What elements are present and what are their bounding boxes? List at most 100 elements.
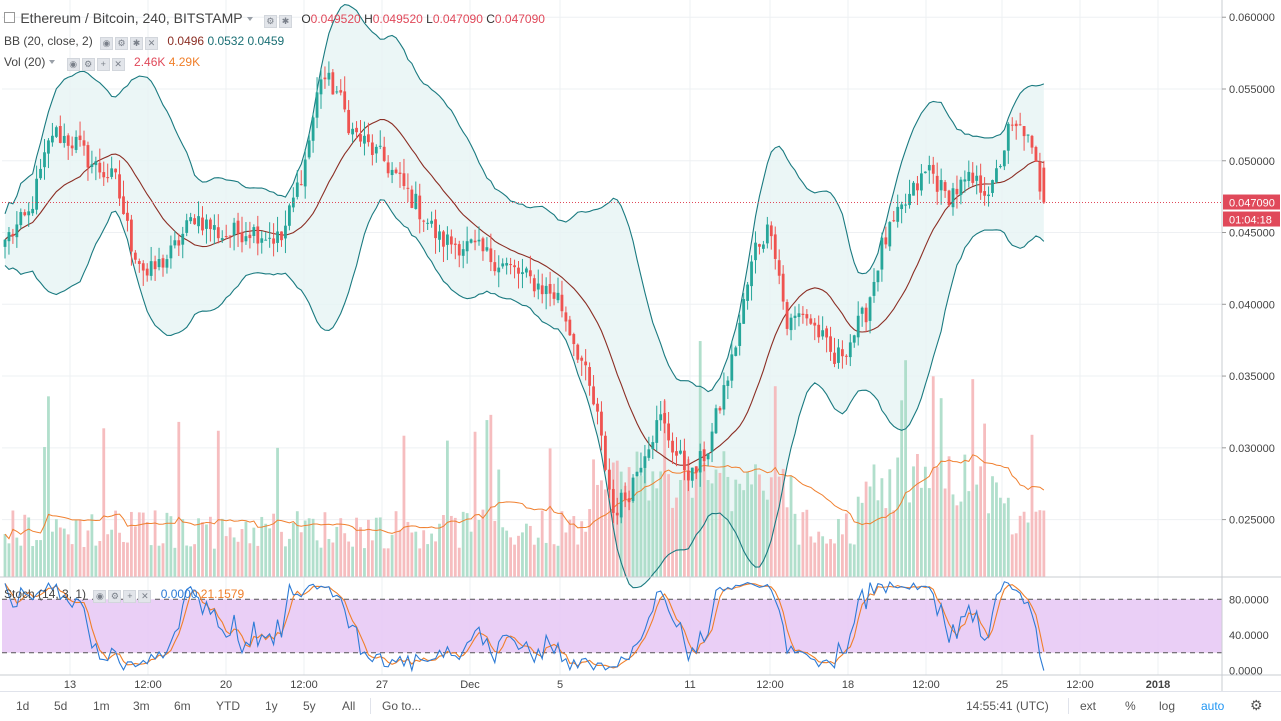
log-toggle[interactable]: log	[1159, 699, 1176, 713]
volume-bar	[568, 519, 572, 577]
volume-bar	[347, 541, 351, 577]
volume-bar	[446, 440, 449, 577]
candle-body	[785, 302, 789, 329]
eye-icon[interactable]: ◉	[100, 36, 114, 50]
range-5d[interactable]: 5d	[54, 699, 68, 713]
candle-body	[86, 145, 90, 168]
volume-bar	[244, 521, 248, 577]
gear-icon[interactable]: ⚙	[1250, 697, 1263, 713]
volume-bar	[532, 544, 536, 577]
close-icon[interactable]: ✕	[111, 57, 125, 71]
settings-icon[interactable]: ⚙	[81, 57, 95, 71]
collapse-icon[interactable]	[4, 12, 15, 23]
close-icon[interactable]: ✕	[145, 36, 159, 50]
candle-body	[205, 219, 208, 229]
axes: 0.060000 0.055000 0.050000 0.045000 0.040000…	[0, 0, 1281, 691]
candle-body	[378, 145, 382, 147]
candle-body	[442, 231, 445, 247]
volume-bar	[876, 500, 880, 577]
volume-bar	[773, 386, 777, 577]
volume-bar	[70, 544, 74, 577]
range-6m[interactable]: 6m	[174, 699, 191, 713]
candle-body	[714, 408, 718, 434]
price-tick-label: 0.060000	[1229, 12, 1275, 24]
volume-bar	[920, 487, 923, 577]
volume-bar	[647, 500, 651, 577]
candle-body	[726, 380, 730, 386]
volume-bar	[765, 499, 769, 577]
candle-body	[797, 313, 801, 317]
close-icon[interactable]: ✕	[138, 589, 152, 603]
eye-icon[interactable]: ◉	[66, 57, 80, 71]
candle-body	[489, 248, 493, 263]
candle-body	[31, 208, 35, 214]
volume-bar	[694, 468, 698, 577]
eye-icon[interactable]: ◉	[93, 589, 107, 603]
candle-body	[453, 243, 457, 245]
last-price-label: 0.047090	[1229, 198, 1275, 210]
candle-body	[457, 244, 461, 256]
candle-body	[991, 180, 994, 193]
range-3m[interactable]: 3m	[133, 699, 150, 713]
volume-bar	[3, 534, 7, 577]
range-ytd[interactable]: YTD	[216, 699, 240, 713]
candle-body	[280, 231, 283, 241]
range-1y[interactable]: 1y	[265, 699, 278, 713]
candle-body	[461, 249, 465, 256]
symbol-caret-icon[interactable]	[246, 16, 253, 21]
volume-bar	[963, 454, 967, 577]
range-1d[interactable]: 1d	[16, 699, 30, 713]
volume-bar	[951, 494, 955, 577]
price-chart[interactable]: 0.060000 0.055000 0.050000 0.045000 0.040000…	[0, 0, 1281, 691]
volume-bar	[434, 541, 437, 577]
volume-bar	[465, 513, 469, 577]
gear-icon[interactable]: ✱	[278, 14, 292, 28]
range-all[interactable]: All	[342, 699, 356, 713]
settings-icon[interactable]: ⚙	[263, 14, 277, 28]
candle-body	[769, 225, 773, 237]
volume-bar	[311, 518, 315, 577]
volume-bar	[370, 540, 374, 577]
settings-icon[interactable]: ⚙	[115, 36, 129, 50]
candle-body	[197, 216, 200, 227]
candle-body	[967, 171, 971, 181]
volume-bar	[528, 525, 532, 577]
volume-bar	[272, 513, 275, 577]
volume-bar	[943, 488, 947, 577]
volume-bar	[477, 519, 481, 577]
candle-body	[315, 92, 319, 118]
range-1m[interactable]: 1m	[93, 699, 110, 713]
candle-body	[288, 205, 291, 226]
volume-bar	[777, 476, 781, 577]
candle-body	[860, 307, 864, 314]
gear-icon[interactable]: ✱	[130, 36, 144, 50]
volume-bar	[995, 482, 998, 577]
settings-icon[interactable]: ⚙	[108, 589, 122, 603]
volume-bar	[7, 543, 11, 577]
percent-toggle[interactable]: %	[1125, 699, 1136, 713]
range-5y[interactable]: 5y	[303, 699, 316, 713]
volume-bar	[548, 448, 552, 577]
plus-icon[interactable]: +	[123, 589, 137, 603]
volume-bar	[374, 517, 378, 577]
ext-toggle[interactable]: ext	[1080, 699, 1097, 713]
plus-icon[interactable]: +	[96, 57, 110, 71]
candle-body	[343, 91, 347, 110]
countdown-badge	[1223, 211, 1280, 227]
candle-body	[11, 233, 15, 237]
candle-body	[540, 285, 544, 295]
goto-button[interactable]: Go to...	[382, 699, 422, 713]
volume-bar	[975, 484, 979, 577]
volume-bar	[686, 459, 690, 577]
bb-label: BB (20, close, 2)	[4, 34, 93, 48]
auto-toggle[interactable]: auto	[1201, 699, 1225, 713]
volume-bar	[288, 538, 291, 577]
volume-bar	[39, 540, 42, 577]
candle-body	[137, 261, 141, 264]
volume-bar	[189, 546, 193, 577]
volume-bar	[837, 518, 840, 577]
candle-body	[821, 330, 825, 337]
candle-body	[497, 267, 501, 273]
last-price-badge	[1223, 194, 1280, 210]
vol-caret-icon[interactable]	[49, 59, 56, 64]
